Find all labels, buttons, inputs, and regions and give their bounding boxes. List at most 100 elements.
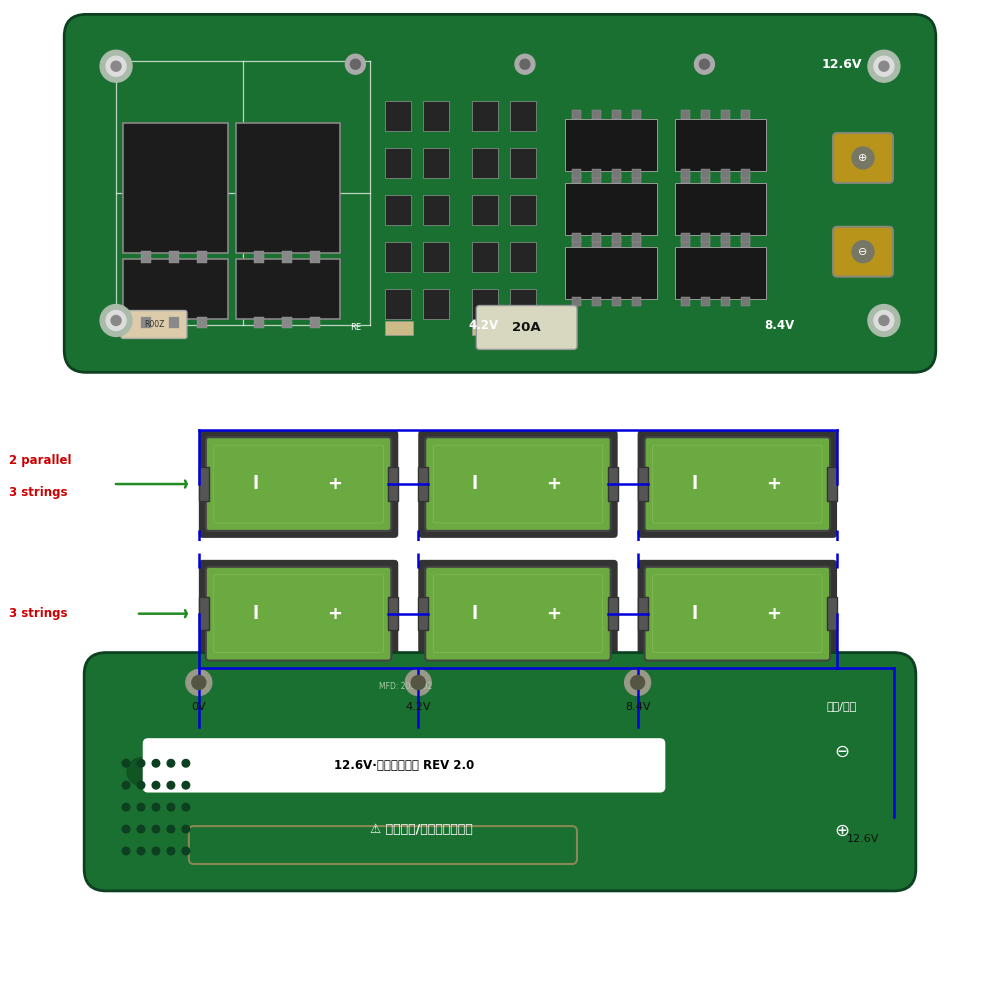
Bar: [675, 119, 766, 171]
Bar: [472, 148, 498, 178]
Bar: [632, 238, 641, 247]
Bar: [741, 169, 750, 178]
Bar: [565, 119, 657, 171]
Bar: [681, 297, 690, 306]
Bar: [510, 148, 536, 178]
FancyBboxPatch shape: [199, 430, 398, 538]
Circle shape: [137, 847, 145, 855]
Circle shape: [111, 61, 121, 71]
Bar: [632, 297, 641, 306]
FancyBboxPatch shape: [476, 306, 577, 349]
Bar: [572, 238, 581, 247]
Text: 8.4V: 8.4V: [764, 319, 794, 332]
Bar: [592, 174, 601, 183]
Bar: [675, 247, 766, 299]
Bar: [638, 467, 648, 501]
FancyBboxPatch shape: [121, 311, 187, 338]
FancyBboxPatch shape: [653, 445, 822, 523]
Bar: [681, 174, 690, 183]
Text: +: +: [546, 605, 561, 623]
Circle shape: [879, 316, 889, 325]
FancyBboxPatch shape: [653, 575, 822, 653]
Text: +: +: [766, 475, 781, 493]
Bar: [681, 110, 690, 119]
Bar: [282, 317, 292, 328]
Text: +: +: [546, 475, 561, 493]
Circle shape: [137, 781, 145, 789]
Text: ⊖: ⊖: [858, 247, 868, 257]
Bar: [701, 174, 710, 183]
Circle shape: [100, 50, 132, 82]
Bar: [741, 233, 750, 242]
Circle shape: [100, 305, 132, 336]
Text: l: l: [472, 605, 478, 623]
Circle shape: [111, 316, 121, 325]
Bar: [632, 169, 641, 178]
Circle shape: [152, 825, 160, 833]
Circle shape: [122, 759, 130, 767]
Circle shape: [137, 759, 145, 767]
Text: ⊕: ⊕: [858, 153, 868, 163]
Bar: [472, 195, 498, 225]
FancyBboxPatch shape: [189, 826, 577, 864]
FancyBboxPatch shape: [214, 445, 383, 523]
Text: MFD: 2017/02: MFD: 2017/02: [379, 682, 432, 691]
Bar: [612, 238, 621, 247]
Circle shape: [182, 781, 190, 789]
Circle shape: [122, 847, 130, 855]
Bar: [123, 123, 228, 253]
Circle shape: [345, 54, 365, 74]
Bar: [741, 110, 750, 119]
Text: R00Z: R00Z: [144, 320, 164, 329]
Bar: [721, 233, 730, 242]
Bar: [423, 148, 449, 178]
Circle shape: [186, 670, 212, 695]
Bar: [592, 169, 601, 178]
Text: l: l: [472, 475, 478, 493]
FancyBboxPatch shape: [645, 567, 830, 661]
Text: RE: RE: [350, 323, 361, 332]
Circle shape: [167, 825, 175, 833]
Bar: [681, 233, 690, 242]
Text: 12.6V: 12.6V: [847, 834, 879, 844]
FancyBboxPatch shape: [144, 739, 664, 791]
Circle shape: [631, 676, 645, 689]
Bar: [385, 242, 411, 272]
Bar: [612, 174, 621, 183]
Circle shape: [137, 825, 145, 833]
Bar: [592, 110, 601, 119]
Bar: [418, 467, 428, 501]
Text: 0V: 0V: [192, 702, 206, 712]
Circle shape: [167, 781, 175, 789]
Circle shape: [106, 56, 126, 76]
Bar: [169, 317, 179, 328]
FancyBboxPatch shape: [199, 560, 398, 668]
Bar: [701, 233, 710, 242]
Circle shape: [167, 847, 175, 855]
Bar: [701, 238, 710, 247]
FancyBboxPatch shape: [433, 445, 603, 523]
FancyBboxPatch shape: [425, 567, 611, 661]
Text: ⊖: ⊖: [834, 743, 850, 761]
Bar: [608, 597, 618, 630]
Bar: [612, 297, 621, 306]
Bar: [385, 101, 411, 131]
Bar: [721, 169, 730, 178]
Circle shape: [874, 311, 894, 330]
Circle shape: [411, 676, 425, 689]
Bar: [418, 597, 428, 630]
Circle shape: [515, 54, 535, 74]
Circle shape: [192, 676, 206, 689]
Bar: [632, 233, 641, 242]
Circle shape: [625, 670, 651, 695]
Circle shape: [182, 803, 190, 811]
Text: 12.6V·锂电池保护板 REV 2.0: 12.6V·锂电池保护板 REV 2.0: [334, 759, 474, 772]
FancyBboxPatch shape: [418, 560, 618, 668]
Bar: [612, 110, 621, 119]
Bar: [827, 467, 837, 501]
Bar: [472, 289, 498, 319]
Bar: [423, 289, 449, 319]
Bar: [721, 110, 730, 119]
Circle shape: [122, 781, 130, 789]
Bar: [827, 597, 837, 630]
